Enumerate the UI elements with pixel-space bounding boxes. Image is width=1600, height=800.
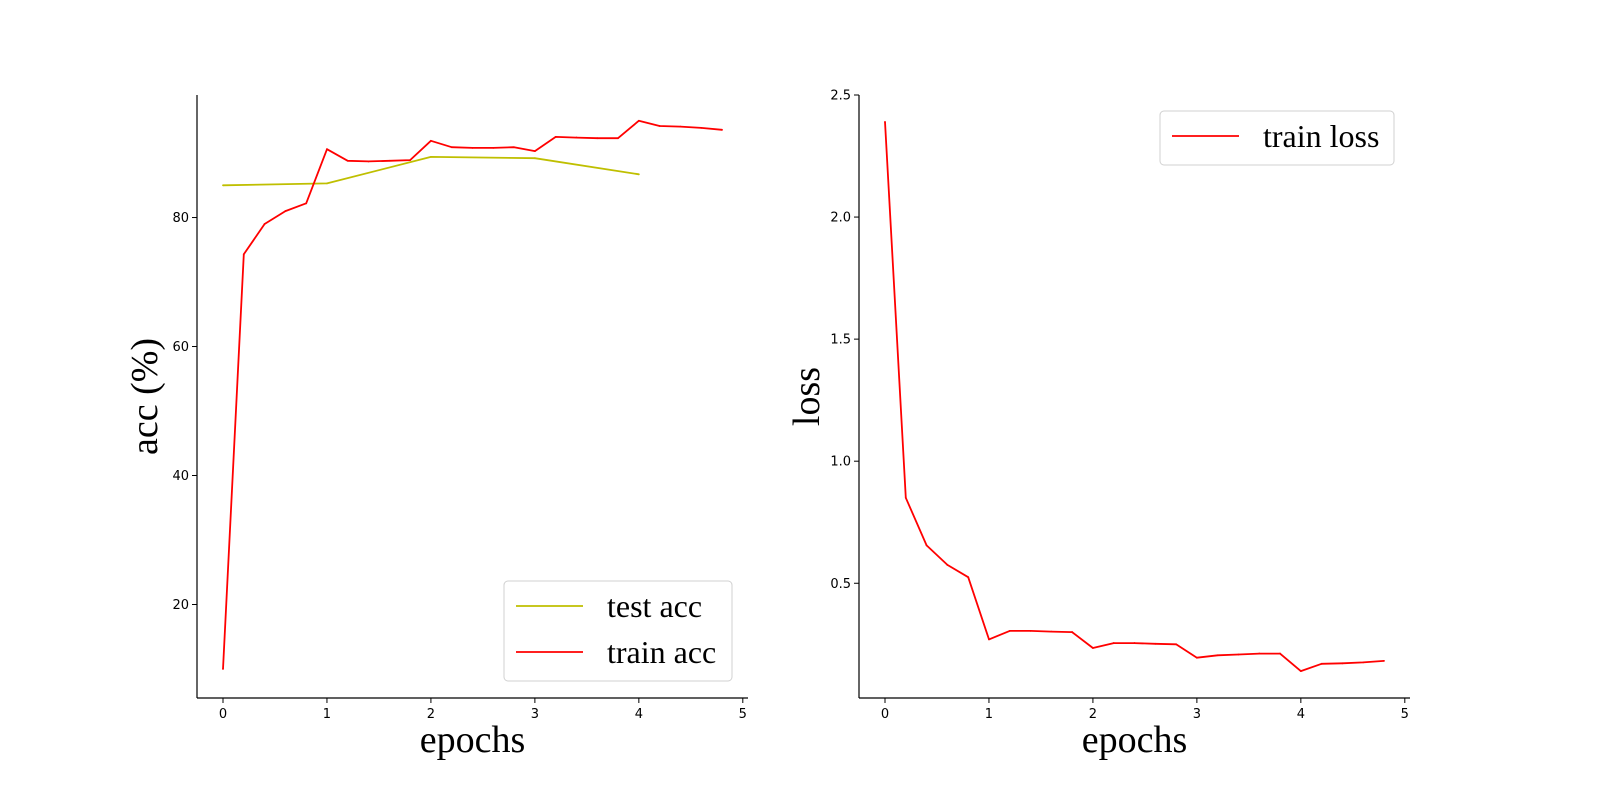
data-point — [721, 128, 723, 131]
data-point — [575, 136, 578, 139]
y-tick-label: 2.0 — [830, 211, 851, 226]
data-point — [430, 156, 432, 158]
y-tick-label: 60 — [172, 340, 189, 355]
data-point — [284, 210, 287, 212]
series-line — [884, 121, 1385, 672]
data-point — [430, 139, 432, 142]
data-point — [513, 146, 515, 149]
legend-label: train loss — [1263, 118, 1379, 154]
data-point — [679, 125, 682, 128]
data-point — [1237, 653, 1240, 656]
data-point — [346, 159, 349, 162]
data-point — [1029, 629, 1032, 632]
data-point — [450, 146, 453, 149]
x-tick-label: 0 — [219, 707, 227, 722]
y-tick-label: 1.5 — [830, 333, 851, 348]
x-tick-label: 2 — [1089, 707, 1097, 722]
legend-label: train acc — [607, 634, 716, 670]
x-axis-title: epochs — [1082, 719, 1188, 761]
x-tick-label: 3 — [531, 707, 539, 722]
data-point — [242, 253, 245, 256]
data-point — [700, 126, 703, 129]
legend: train loss — [1159, 110, 1395, 166]
x-tick-label: 3 — [1193, 707, 1201, 722]
x-tick-label: 4 — [635, 707, 643, 722]
data-point — [946, 564, 949, 566]
data-point — [596, 137, 599, 140]
data-point — [1299, 670, 1302, 673]
data-point — [1175, 643, 1177, 646]
x-tick-label: 1 — [323, 707, 331, 722]
x-tick-label: 5 — [1401, 707, 1409, 722]
data-point — [967, 576, 970, 579]
data-point — [904, 496, 907, 499]
data-point — [988, 638, 990, 641]
accuracy-chart: 0 1 2 3 4 5 20 40 60 80 epochs acc (%) test acc train… — [124, 95, 748, 761]
data-point — [1112, 642, 1115, 644]
y-tick-label: 1.0 — [830, 455, 851, 470]
data-point — [1216, 654, 1219, 657]
y-tick-label: 40 — [172, 469, 189, 484]
legend: test acc train acc — [503, 580, 733, 682]
data-point — [1050, 630, 1053, 633]
data-point — [263, 223, 266, 225]
data-point — [617, 137, 619, 140]
data-point — [1383, 659, 1385, 662]
data-point — [637, 173, 640, 176]
legend-box — [1159, 110, 1395, 166]
data-point — [367, 160, 370, 163]
data-point — [222, 668, 224, 670]
x-tick-label: 5 — [739, 707, 747, 722]
y-tick-label: 0.5 — [830, 577, 851, 592]
data-point — [533, 157, 536, 160]
data-point — [1195, 656, 1198, 659]
data-point — [305, 202, 308, 205]
y-axis-title: acc (%) — [124, 338, 166, 455]
data-point — [533, 150, 536, 153]
x-tick-label: 1 — [985, 707, 993, 722]
data-point — [1008, 629, 1011, 632]
data-point — [1258, 652, 1261, 655]
loss-chart: 0 1 2 3 4 5 0.5 1.0 1.5 2.0 2.5 epochs loss train los… — [786, 89, 1410, 761]
y-axis-title: loss — [786, 367, 828, 426]
data-point — [492, 146, 495, 149]
data-point — [1320, 662, 1323, 665]
data-point — [637, 119, 640, 122]
data-point — [1071, 631, 1074, 633]
y-tick-label: 2.5 — [830, 89, 851, 104]
x-axis-title: epochs — [420, 719, 526, 761]
data-point — [222, 184, 224, 187]
data-point — [658, 125, 661, 127]
data-point — [1133, 642, 1136, 644]
data-point — [884, 120, 886, 123]
y-tick-label: 20 — [172, 598, 189, 613]
data-point — [925, 544, 928, 547]
x-tick-label: 2 — [427, 707, 435, 722]
data-point — [1154, 642, 1157, 645]
data-point — [326, 182, 328, 185]
legend-label: test acc — [607, 588, 702, 624]
data-point — [388, 159, 391, 162]
y-tick-label: 80 — [172, 211, 189, 226]
data-point — [326, 148, 328, 151]
data-point — [1362, 661, 1365, 664]
data-point — [409, 159, 412, 162]
x-tick-label: 4 — [1297, 707, 1305, 722]
series-line — [222, 155, 639, 187]
data-point — [1092, 647, 1094, 649]
data-point — [471, 146, 474, 149]
data-point — [1279, 652, 1281, 655]
data-point — [1341, 662, 1344, 665]
data-point — [554, 136, 557, 138]
x-tick-label: 0 — [881, 707, 889, 722]
